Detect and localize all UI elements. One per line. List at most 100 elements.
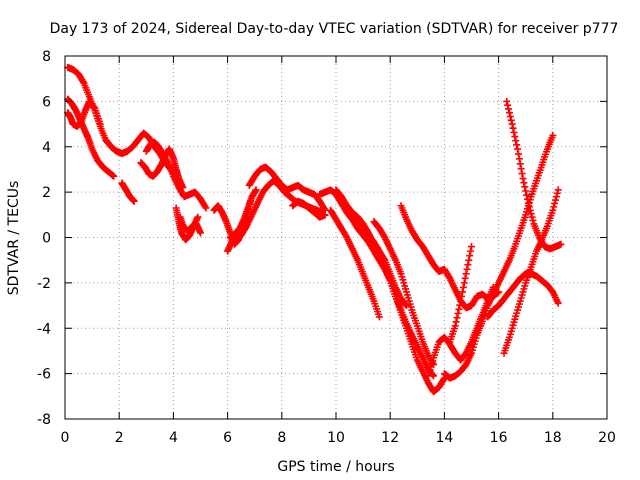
point-marker xyxy=(197,229,204,237)
point-marker xyxy=(452,318,460,326)
point-marker xyxy=(509,124,517,132)
point-marker xyxy=(451,322,459,330)
y-tick-label: -4 xyxy=(37,321,51,337)
series-track-o xyxy=(327,206,383,321)
x-tick-label: 16 xyxy=(490,430,508,446)
point-marker xyxy=(517,165,525,173)
point-marker xyxy=(503,97,511,105)
point-marker xyxy=(461,274,469,282)
series-track-l xyxy=(245,163,329,214)
point-marker xyxy=(320,205,328,213)
y-tick-label: -6 xyxy=(37,367,51,383)
point-marker xyxy=(380,255,388,263)
y-tick-label: 6 xyxy=(42,94,51,110)
y-tick-label: 8 xyxy=(42,49,51,65)
point-marker xyxy=(506,113,514,120)
series-track-h xyxy=(176,213,204,237)
point-marker xyxy=(455,305,463,313)
x-tick-label: 12 xyxy=(381,430,399,446)
data-points xyxy=(64,63,565,396)
point-marker xyxy=(551,199,559,207)
chart-title: Day 173 of 2024, Sidereal Day-to-day VTE… xyxy=(50,21,619,37)
point-marker xyxy=(321,211,329,219)
point-marker xyxy=(518,170,526,178)
x-tick-labels: 0 2 4 6 8 10 12 14 16 18 20 xyxy=(61,430,616,446)
point-marker xyxy=(505,109,513,117)
y-tick-labels: -8 -6 -4 -2 0 2 4 6 8 xyxy=(37,49,51,428)
x-tick-label: 10 xyxy=(327,430,345,446)
series-track-w xyxy=(484,270,562,321)
point-marker xyxy=(549,206,557,214)
point-marker xyxy=(110,172,118,180)
series-track-u xyxy=(440,131,557,382)
x-axis-label: GPS time / hours xyxy=(277,459,394,475)
point-marker xyxy=(462,270,470,278)
point-marker xyxy=(511,133,519,141)
x-tick-label: 4 xyxy=(169,430,178,446)
point-marker xyxy=(375,313,383,321)
point-marker xyxy=(90,103,98,111)
point-marker xyxy=(520,179,528,187)
point-marker xyxy=(163,157,171,165)
point-marker xyxy=(439,376,447,384)
point-marker xyxy=(201,202,209,210)
x-tick-label: 20 xyxy=(598,430,616,446)
x-tick-label: 0 xyxy=(61,430,70,446)
point-marker xyxy=(202,204,210,212)
point-marker xyxy=(552,193,560,201)
point-marker xyxy=(521,183,529,191)
x-tick-label: 18 xyxy=(544,430,562,446)
series-track-b xyxy=(64,95,118,180)
series-track-c xyxy=(64,97,104,130)
point-marker xyxy=(507,116,515,124)
point-marker xyxy=(457,297,465,305)
series-track-v xyxy=(446,243,475,346)
point-marker xyxy=(505,105,513,113)
point-marker xyxy=(549,131,557,139)
point-marker xyxy=(514,150,522,158)
point-marker xyxy=(252,186,260,194)
point-marker xyxy=(522,187,530,195)
point-marker xyxy=(510,128,518,136)
point-marker xyxy=(519,175,527,183)
point-marker xyxy=(459,283,467,291)
point-marker xyxy=(523,191,531,199)
series-track-y xyxy=(503,97,565,253)
point-marker xyxy=(512,137,520,145)
series-track-r xyxy=(370,218,438,369)
y-tick-label: -8 xyxy=(37,412,51,428)
point-marker xyxy=(466,252,474,260)
series-track-j xyxy=(224,186,260,255)
point-marker xyxy=(529,216,537,224)
series-track-s xyxy=(397,202,503,312)
series-track-m xyxy=(289,197,329,221)
point-marker xyxy=(554,186,562,194)
point-marker xyxy=(515,155,523,163)
y-tick-label: -2 xyxy=(37,276,51,292)
point-marker xyxy=(79,78,87,86)
point-marker xyxy=(527,210,535,218)
point-marker xyxy=(508,120,516,128)
point-marker xyxy=(550,203,558,211)
point-marker xyxy=(554,299,562,307)
point-marker xyxy=(557,240,565,248)
x-tick-label: 2 xyxy=(115,430,124,446)
point-marker xyxy=(467,247,475,255)
point-marker xyxy=(465,256,473,264)
series-track-q xyxy=(348,209,410,310)
series-track-x xyxy=(500,186,562,357)
point-marker xyxy=(96,120,104,128)
point-marker xyxy=(402,302,410,310)
y-tick-label: 4 xyxy=(42,140,51,156)
series-track-d xyxy=(118,179,138,205)
y-tick-label: 0 xyxy=(42,231,51,247)
grid-lines xyxy=(65,56,607,419)
point-marker xyxy=(504,101,512,109)
point-marker xyxy=(552,196,560,204)
point-marker xyxy=(463,265,471,273)
y-tick-label: 2 xyxy=(42,185,51,201)
point-marker xyxy=(526,206,534,214)
point-marker xyxy=(454,310,462,318)
point-marker xyxy=(456,301,464,309)
